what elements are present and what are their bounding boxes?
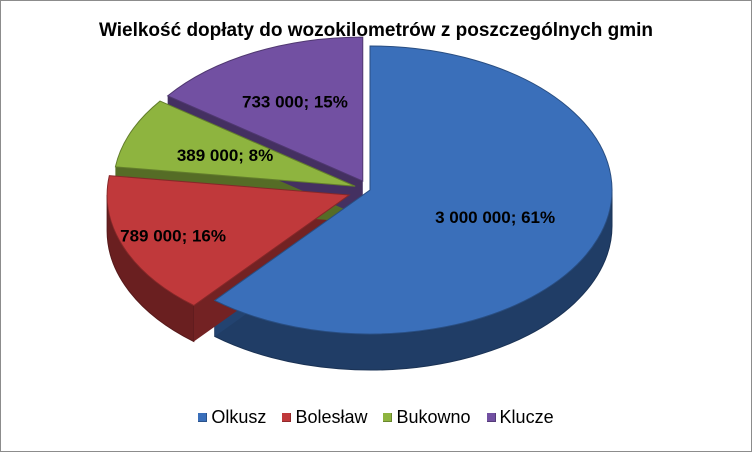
legend-label-bukowno: Bukowno bbox=[396, 407, 471, 427]
legend-label-boleslaw: Bolesław bbox=[295, 407, 368, 427]
legend-item-klucze: Klucze bbox=[486, 407, 554, 428]
legend-item-olkusz: Olkusz bbox=[198, 407, 266, 428]
legend-label-klucze: Klucze bbox=[499, 407, 554, 427]
data-label-klucze: 733 000; 15% bbox=[242, 92, 348, 111]
legend-swatch-klucze bbox=[486, 413, 496, 422]
chart-title: Wielkość dopłaty do wozokilometrów z pos… bbox=[98, 20, 654, 41]
legend-label-olkusz: Olkusz bbox=[211, 407, 267, 427]
data-label-bukowno: 389 000; 8% bbox=[177, 146, 273, 165]
legend-item-boleslaw: Bolesław bbox=[282, 407, 367, 428]
legend-item-bukowno: Bukowno bbox=[383, 407, 471, 428]
slice-boleslaw bbox=[106, 175, 351, 307]
slice-bukowno bbox=[114, 100, 356, 187]
legend-swatch-olkusz bbox=[198, 413, 208, 422]
data-labels: 3 000 000; 61% 789 000; 16% 389 000; 8% 733… bbox=[120, 92, 555, 245]
slice-olkusz bbox=[213, 45, 613, 335]
legend: Olkusz Bolesław Bukowno Klucze bbox=[0, 407, 752, 428]
legend-swatch-bukowno bbox=[383, 413, 393, 422]
data-label-olkusz: 3 000 000; 61% bbox=[435, 208, 555, 227]
slice-klucze bbox=[166, 36, 364, 182]
data-label-boleslaw: 789 000; 16% bbox=[120, 227, 226, 246]
pie-tops bbox=[106, 36, 613, 335]
legend-swatch-boleslaw bbox=[282, 413, 292, 422]
